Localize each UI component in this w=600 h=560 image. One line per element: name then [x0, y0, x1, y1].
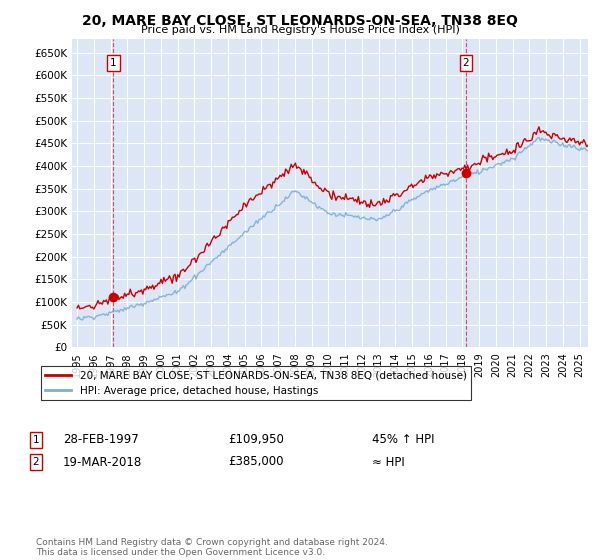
- Text: ≈ HPI: ≈ HPI: [372, 455, 405, 469]
- Text: 2: 2: [32, 457, 40, 467]
- Text: £385,000: £385,000: [228, 455, 284, 469]
- Text: 1: 1: [32, 435, 40, 445]
- Text: 2: 2: [463, 58, 469, 68]
- Text: £109,950: £109,950: [228, 433, 284, 446]
- Text: 28-FEB-1997: 28-FEB-1997: [63, 433, 139, 446]
- Text: 20, MARE BAY CLOSE, ST LEONARDS-ON-SEA, TN38 8EQ: 20, MARE BAY CLOSE, ST LEONARDS-ON-SEA, …: [82, 14, 518, 28]
- Text: 45% ↑ HPI: 45% ↑ HPI: [372, 433, 434, 446]
- Text: Contains HM Land Registry data © Crown copyright and database right 2024.
This d: Contains HM Land Registry data © Crown c…: [36, 538, 388, 557]
- Text: 19-MAR-2018: 19-MAR-2018: [63, 455, 142, 469]
- Text: 1: 1: [110, 58, 116, 68]
- Text: Price paid vs. HM Land Registry's House Price Index (HPI): Price paid vs. HM Land Registry's House …: [140, 25, 460, 35]
- Legend: 20, MARE BAY CLOSE, ST LEONARDS-ON-SEA, TN38 8EQ (detached house), HPI: Average : 20, MARE BAY CLOSE, ST LEONARDS-ON-SEA, …: [41, 366, 471, 400]
